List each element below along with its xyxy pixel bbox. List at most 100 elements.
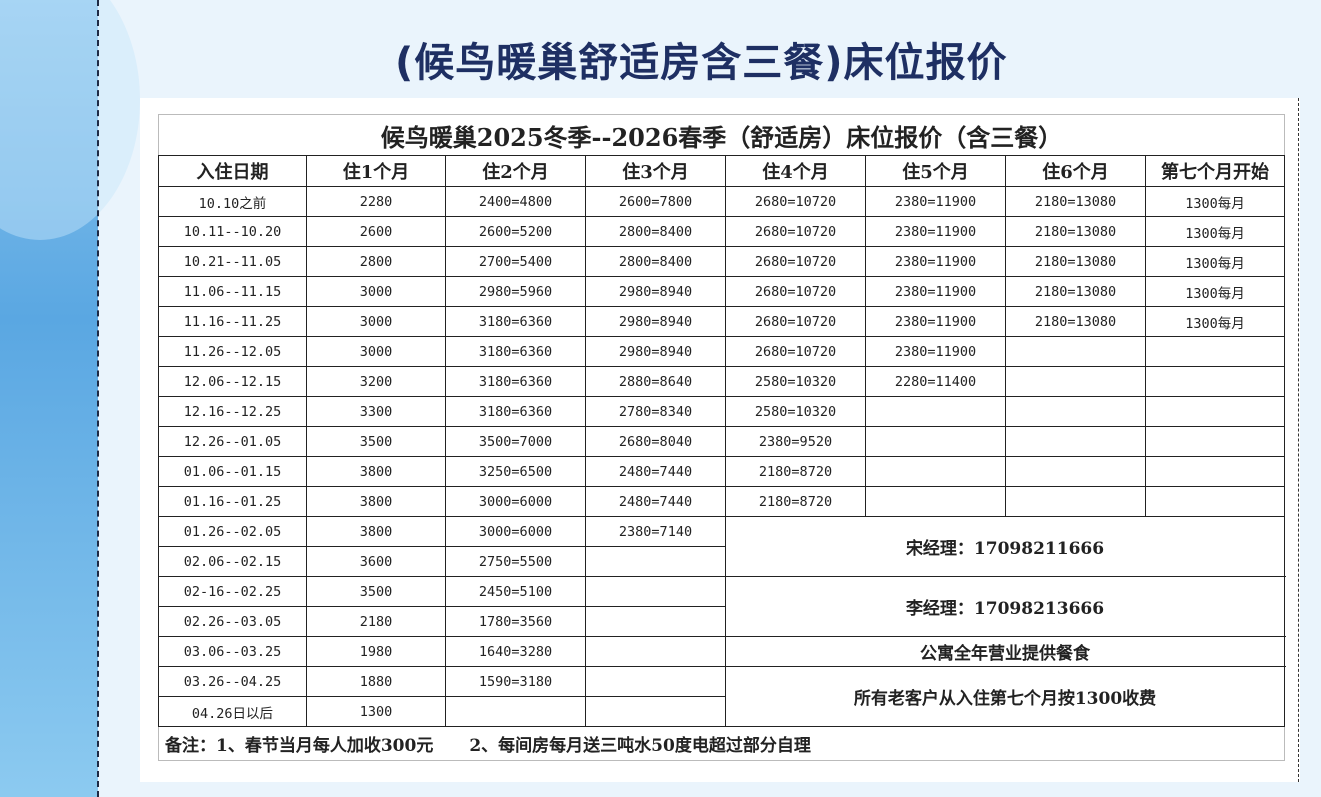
price-cell: 2980=8940 [585,336,726,367]
table-row: 12.26--01.05 3500 3500=7000 2680=8040 2380=9… [158,426,1286,457]
checkin-date-cell: 11.26--12.05 [158,336,307,367]
price-cell: 2180=13080 [1005,186,1146,217]
price-cell [865,486,1006,517]
table-row: 11.26--12.05 3000 3180=6360 2980=8940 2680=1… [158,336,1286,367]
checkin-date-cell: 12.06--12.15 [158,366,307,397]
price-cell: 2880=8640 [585,366,726,397]
price-cell [1005,336,1146,367]
price-cell: 2380=9520 [725,426,866,457]
table-row: 02-16--02.25 3500 2450=5100 李经理：17098213666 [158,576,1286,637]
table-title: 候鸟暖巢2025冬季--2026春季（舒适房）床位报价（含三餐） [157,114,1286,156]
price-cell: 2380=11900 [865,216,1006,247]
price-cell: 2680=10720 [725,306,866,337]
price-cell: 3000=6000 [445,486,586,517]
price-cell: 3500 [306,426,446,457]
price-cell: 2380=11900 [865,186,1006,217]
price-cell: 3300 [306,396,446,427]
price-cell: 1780=3560 [445,606,586,637]
table-row: 01.16--01.25 3800 3000=6000 2480=7440 2180=8… [158,486,1286,517]
column-header: 住1个月 [306,155,446,187]
price-cell: 2980=8940 [585,276,726,307]
price-cell: 2600 [306,216,446,247]
price-cell: 2600=7800 [585,186,726,217]
price-cell: 3800 [306,516,446,547]
price-cell: 2480=7440 [585,456,726,487]
price-cell [445,696,586,727]
table-row: 10.21--11.05 2800 2700=5400 2800=8400 2680=1… [158,246,1286,277]
table-row: 11.16--11.25 3000 3180=6360 2980=8940 2680=1… [158,306,1286,337]
panel-edge [1298,98,1299,782]
price-cell: 2380=11900 [865,276,1006,307]
price-cell [1005,366,1146,397]
left-decor-band [0,0,140,797]
dashed-divider [97,0,99,797]
price-cell [1005,486,1146,517]
remark: 备注：1、春节当月每人加收300元 2、每间房每月送三吨水50度电超过部分自理 [157,726,1286,761]
price-table: 候鸟暖巢2025冬季--2026春季（舒适房）床位报价（含三餐） 入住日期 住1个… [157,114,1286,761]
table-row: 03.26--04.25 1880 1590=3180 所有老客户从入住第七个月按13… [158,666,1286,727]
checkin-date-cell: 10.21--11.05 [158,246,307,277]
price-cell: 1300 [306,696,446,727]
price-cell [865,426,1006,457]
price-cell [585,606,726,637]
price-cell: 2700=5400 [445,246,586,277]
price-cell: 2380=11900 [865,336,1006,367]
price-cell: 2580=10320 [725,396,866,427]
price-cell: 3180=6360 [445,366,586,397]
table-row: 02.06--02.15 3600 2750=5500 [158,546,1285,577]
table-row: 04.26日以后 1300 [158,696,1285,727]
price-cell: 3180=6360 [445,396,586,427]
checkin-date-cell: 01.16--01.25 [158,486,307,517]
price-cell: 3180=6360 [445,306,586,337]
contact-note: 公寓全年营业提供餐食 [724,636,1286,667]
checkin-date-cell: 10.10之前 [158,186,307,217]
checkin-date-cell: 01.06--01.15 [158,456,307,487]
price-cell [585,546,726,577]
price-cell: 2680=8040 [585,426,726,457]
price-cell: 2480=7440 [585,486,726,517]
price-cell [1144,456,1286,487]
price-cell [585,636,726,667]
checkin-date-cell: 02.26--03.05 [158,606,307,637]
price-cell: 1300每月 [1144,186,1286,217]
price-cell: 3800 [306,486,446,517]
price-cell: 2980=5960 [445,276,586,307]
price-cell: 2750=5500 [445,546,586,577]
checkin-date-cell: 01.26--02.05 [158,516,307,547]
price-cell: 2380=7140 [585,516,726,547]
price-cell: 2580=10320 [725,366,866,397]
price-cell: 2180=13080 [1005,216,1146,247]
price-cell: 2780=8340 [585,396,726,427]
price-cell: 2680=10720 [725,216,866,247]
price-cell: 1300每月 [1144,276,1286,307]
price-cell: 3000=6000 [445,516,586,547]
contact-note: 所有老客户从入住第七个月按1300收费 [724,666,1286,727]
price-cell [1144,336,1286,367]
price-cell [585,666,726,697]
table-row: 03.06--03.25 1980 1640=3280 公寓全年营业提供餐食 [158,636,1286,667]
price-cell [585,696,726,727]
price-cell: 2680=10720 [725,186,866,217]
column-header: 入住日期 [158,155,307,187]
price-cell: 2180=13080 [1005,246,1146,277]
price-cell: 2800=8400 [585,246,726,277]
price-cell: 2800 [306,246,446,277]
price-cell [1005,456,1146,487]
price-cell: 2980=8940 [585,306,726,337]
column-header: 住4个月 [725,155,866,187]
price-cell: 3800 [306,456,446,487]
price-cell: 2380=11900 [865,306,1006,337]
checkin-date-cell: 03.06--03.25 [158,636,307,667]
price-cell: 3500 [306,576,446,607]
price-cell: 3250=6500 [445,456,586,487]
price-cell: 2380=11900 [865,246,1006,277]
price-cell: 1640=3280 [445,636,586,667]
price-cell: 1300每月 [1144,306,1286,337]
price-cell [1144,486,1286,517]
price-cell: 3000 [306,276,446,307]
price-cell [1005,426,1146,457]
checkin-date-cell: 02.06--02.15 [158,546,307,577]
price-cell: 2680=10720 [725,276,866,307]
price-cell: 1300每月 [1144,246,1286,277]
price-cell: 3200 [306,366,446,397]
